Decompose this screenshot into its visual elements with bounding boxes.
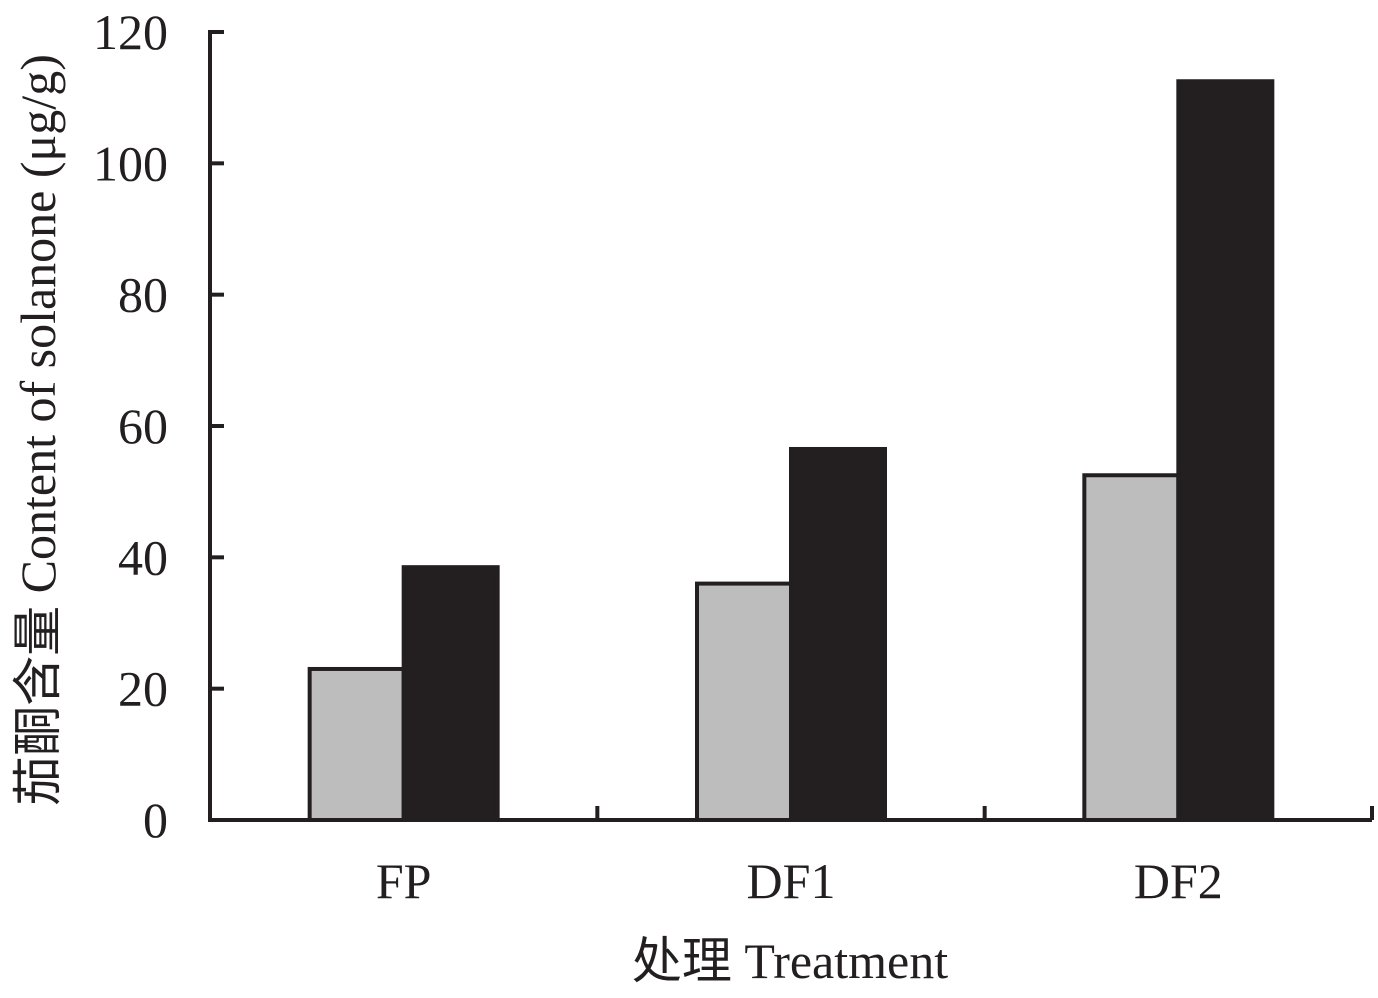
x-tick-label-fp: FP bbox=[376, 853, 432, 909]
bar-df1-series-1 bbox=[695, 581, 793, 822]
y-tick-label-120: 120 bbox=[93, 4, 168, 60]
bars-layer bbox=[307, 79, 1275, 823]
x-tick-label-df1: DF1 bbox=[747, 853, 836, 909]
x-axis-title: 处理 Treatment bbox=[632, 933, 948, 989]
y-tick-label-20: 20 bbox=[118, 661, 168, 717]
y-tick-label-100: 100 bbox=[93, 135, 168, 191]
bar-fp-series-1 bbox=[307, 666, 406, 823]
y-tick-label-40: 40 bbox=[118, 529, 168, 585]
y-tick-label-0: 0 bbox=[143, 792, 168, 848]
y-tick-label-80: 80 bbox=[118, 267, 168, 323]
labels-layer: FP DF1 DF2 0 20 40 60 80 100 120 bbox=[93, 4, 1223, 909]
bar-df2-series-2 bbox=[1176, 79, 1275, 822]
axes-layer bbox=[208, 30, 1374, 822]
x-tick-label-df2: DF2 bbox=[1134, 853, 1223, 909]
y-axis-title: 茄酮含量 Content of solanone (μg/g) bbox=[10, 54, 66, 806]
bar-df1-series-2 bbox=[789, 446, 887, 822]
bar-df2-series-1 bbox=[1082, 473, 1181, 822]
y-tick-label-60: 60 bbox=[118, 398, 168, 454]
bar-fp-series-2 bbox=[401, 565, 500, 823]
